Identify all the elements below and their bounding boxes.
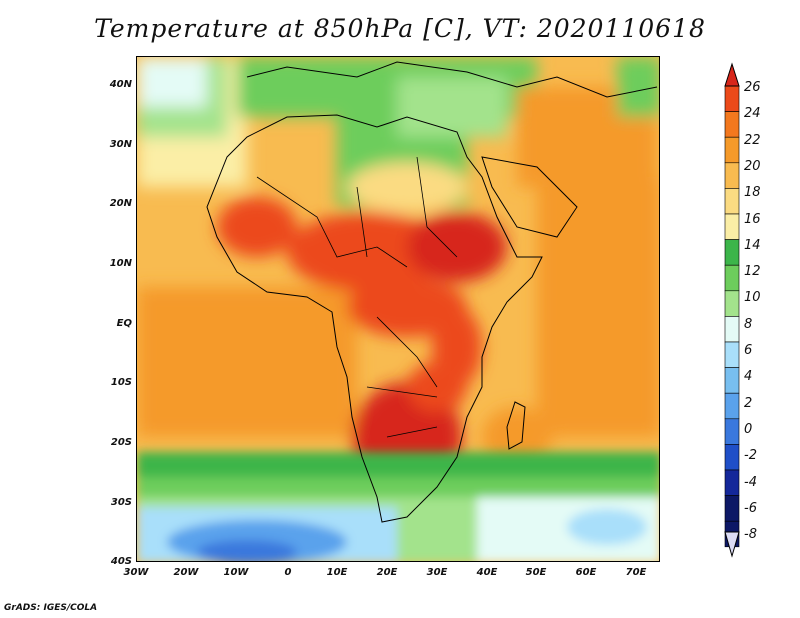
colorbar-cell <box>724 85 740 112</box>
colorbar-label: -2 <box>744 448 757 464</box>
africa-outline <box>206 114 543 523</box>
colorbar-cell <box>724 239 740 266</box>
lon-label-70e: 70E <box>625 567 647 578</box>
colorbar-cell <box>724 264 740 292</box>
colorbar-label: -6 <box>744 500 757 516</box>
colorbar-label: 14 <box>744 237 761 253</box>
colorbar-label: 0 <box>744 421 753 437</box>
southern-cold-band <box>137 452 659 561</box>
lat-label-eq: EQ <box>116 318 132 329</box>
lon-label-40e: 40E <box>476 567 498 578</box>
colorbar-cells <box>724 85 740 548</box>
colorbar-label: 6 <box>744 343 753 358</box>
colorbar-label: 2 <box>744 395 753 411</box>
colorbar-label: 10 <box>744 290 761 306</box>
lat-label-20s: 20S <box>110 437 132 448</box>
arabia-outline <box>481 156 578 238</box>
lat-label-40n: 40N <box>109 79 132 90</box>
colorbar-cell <box>724 316 740 343</box>
colorbar-cell <box>724 213 740 240</box>
lon-label-10w: 10W <box>223 567 249 578</box>
colorbar-label: 24 <box>744 106 761 122</box>
colorbar-cell <box>724 392 740 420</box>
colorbar-cell <box>724 188 740 215</box>
colorbar-top-arrow <box>724 62 740 87</box>
colorbar-label: 8 <box>744 316 753 332</box>
colorbar-cell <box>724 367 740 394</box>
colorbar-label: 20 <box>744 158 761 174</box>
lon-label-20e: 20E <box>376 567 398 578</box>
grads-credit: GrADS: IGES/COLA <box>4 603 98 613</box>
lat-label-10n: 10N <box>109 258 132 269</box>
country-borders <box>256 156 458 438</box>
colorbar-cell <box>724 162 740 189</box>
colorbar <box>724 62 740 558</box>
colorbar-label: -8 <box>744 527 757 543</box>
colorbar-cell <box>724 136 740 164</box>
colorbar-cell <box>724 111 740 138</box>
colorbar-label: 12 <box>744 264 761 280</box>
temperature-field <box>137 57 659 561</box>
lat-label-40s: 40S <box>110 556 132 567</box>
map-title: Temperature at 850hPa [C], VT: 202011061… <box>94 14 706 43</box>
europe-coast <box>246 61 658 98</box>
colorbar-cell <box>724 418 740 445</box>
lon-label-30e: 30E <box>426 567 448 578</box>
colorbar-label: -4 <box>744 474 757 490</box>
temperature-shading <box>137 57 659 492</box>
lon-label-0: 0 <box>284 567 292 578</box>
temperature-map <box>136 56 660 562</box>
colorbar-cell <box>724 341 740 368</box>
colorbar-cell <box>724 444 740 471</box>
lon-label-10e: 10E <box>326 567 348 578</box>
colorbar-cell <box>724 290 740 317</box>
lon-label-60e: 60E <box>575 567 597 578</box>
madagascar-outline <box>506 401 526 450</box>
colorbar-cell <box>724 495 740 522</box>
colorbar-label: 22 <box>744 132 761 148</box>
colorbar-label: 26 <box>744 80 761 95</box>
lon-label-20w: 20W <box>173 567 199 578</box>
lat-label-10s: 10S <box>110 377 132 388</box>
colorbar-cell <box>724 469 740 496</box>
lon-label-30w: 30W <box>123 567 149 578</box>
colorbar-label: 16 <box>744 211 761 227</box>
colorbar-label: 4 <box>744 369 753 385</box>
colorbar-label: 18 <box>744 185 761 201</box>
lon-label-50e: 50E <box>525 567 547 578</box>
lat-label-30n: 30N <box>109 139 132 150</box>
lat-label-30s: 30S <box>110 497 132 508</box>
colorbar-bottom-arrow <box>724 531 740 558</box>
lat-label-20n: 20N <box>109 198 132 209</box>
